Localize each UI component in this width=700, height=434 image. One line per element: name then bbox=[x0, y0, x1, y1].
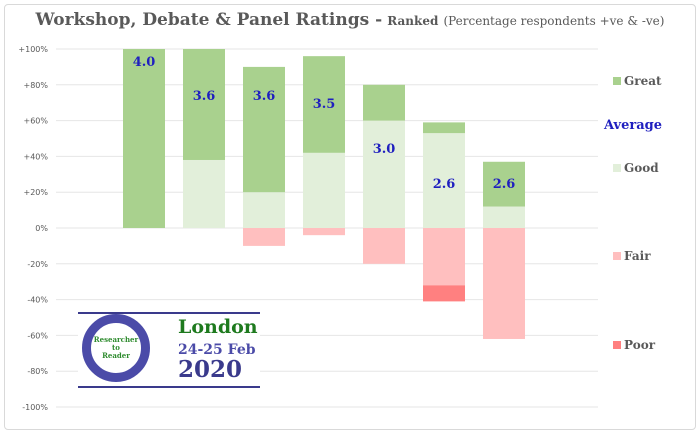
y-tick-label: +40% bbox=[24, 152, 49, 161]
title-subtitle: (Percentage respondents +ve & -ve) bbox=[443, 14, 665, 28]
average-label: 3.6 bbox=[193, 89, 216, 104]
bar-great bbox=[363, 84, 405, 121]
y-tick-label: +100% bbox=[18, 45, 48, 54]
bar-poor bbox=[423, 285, 465, 302]
bar-great bbox=[243, 66, 285, 193]
bar-good bbox=[243, 192, 285, 228]
bar-fair bbox=[423, 228, 465, 286]
bar-great bbox=[183, 49, 225, 160]
bar-great bbox=[483, 161, 525, 207]
legend-average-label: Average bbox=[603, 118, 662, 133]
chart-frame bbox=[4, 4, 696, 430]
logo-text-1: Researcher bbox=[93, 335, 139, 344]
average-label: 4.0 bbox=[133, 55, 156, 70]
legend-label-good: Good bbox=[624, 161, 659, 175]
bar-great bbox=[303, 56, 345, 153]
title-main: Workshop, Debate & Panel Ratings - bbox=[35, 10, 383, 30]
legend-swatch-good bbox=[613, 164, 621, 172]
bar-good bbox=[303, 152, 345, 228]
chart-title: Workshop, Debate & Panel Ratings - Ranke… bbox=[0, 10, 700, 30]
event-dates: 24-25 Feb bbox=[178, 342, 256, 358]
event-logo: Researcher to Reader London 24-25 Feb 20… bbox=[78, 312, 260, 388]
bar-fair bbox=[363, 228, 405, 264]
bar-fair bbox=[303, 228, 345, 236]
y-tick-label: +20% bbox=[24, 188, 49, 197]
event-year: 2020 bbox=[178, 356, 243, 383]
event-city: London bbox=[178, 316, 258, 338]
bar-good bbox=[483, 206, 525, 228]
legend-swatch-fair bbox=[613, 252, 621, 260]
bar-good bbox=[423, 133, 465, 228]
legend-swatch-great bbox=[613, 77, 621, 85]
y-tick-label: -60% bbox=[27, 331, 48, 340]
y-tick-label: +80% bbox=[24, 81, 49, 90]
legend-label-great: Great bbox=[624, 74, 662, 88]
y-tick-label: -100% bbox=[22, 403, 48, 412]
average-label: 2.6 bbox=[493, 177, 516, 192]
average-label: 3.0 bbox=[373, 142, 396, 157]
bar-great bbox=[123, 49, 165, 228]
bar-fair bbox=[243, 228, 285, 246]
legend-label-poor: Poor bbox=[624, 338, 656, 352]
legend-label-fair: Fair bbox=[624, 249, 651, 263]
legend-swatch-poor bbox=[613, 341, 621, 349]
bar-great bbox=[423, 122, 465, 134]
logo-text-3: Reader bbox=[102, 351, 130, 360]
bar-fair bbox=[483, 228, 525, 339]
y-tick-label: 0% bbox=[35, 224, 48, 233]
y-tick-label: -40% bbox=[27, 296, 48, 305]
average-label: 3.5 bbox=[313, 97, 336, 112]
y-tick-label: +60% bbox=[24, 117, 49, 126]
bar-good bbox=[183, 159, 225, 228]
bar-good bbox=[363, 120, 405, 228]
logo-text-2: to bbox=[112, 343, 120, 352]
average-label: 3.6 bbox=[253, 89, 276, 104]
researcher-to-reader-logo: Researcher to Reader bbox=[82, 314, 150, 382]
title-ranked: Ranked bbox=[387, 14, 439, 28]
y-tick-label: -80% bbox=[27, 367, 48, 376]
y-tick-label: -20% bbox=[27, 260, 48, 269]
average-label: 2.6 bbox=[433, 177, 456, 192]
